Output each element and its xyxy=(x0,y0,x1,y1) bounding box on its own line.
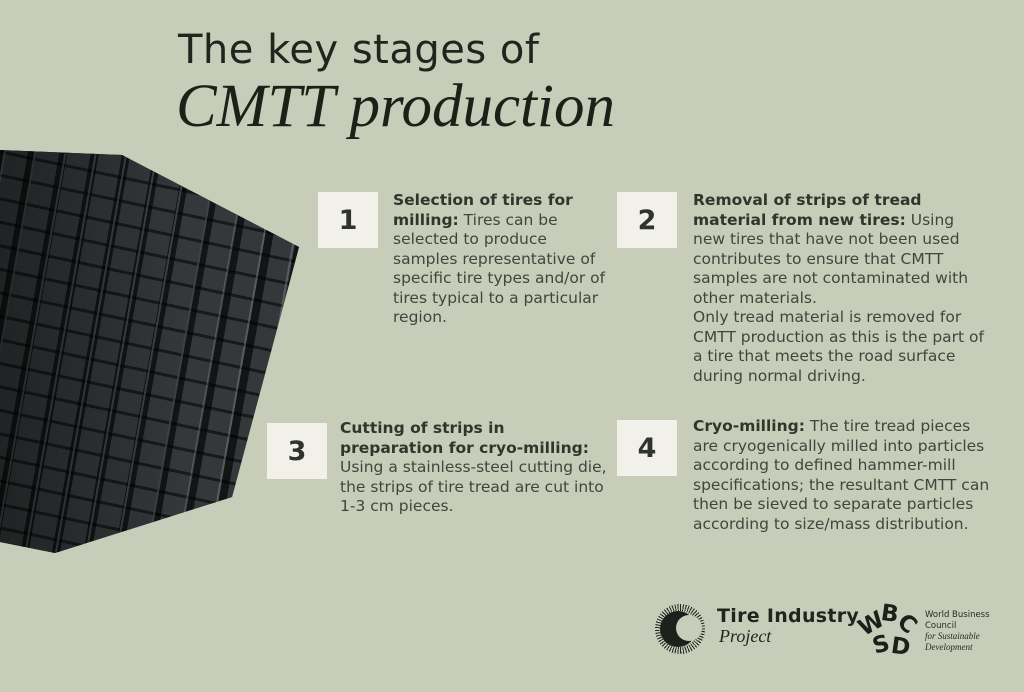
stage-1-number: 1 xyxy=(338,204,358,236)
stage-4-heading: Cryo-milling: xyxy=(693,417,805,435)
tire-industry-project-wordmark: Tire Industry Project xyxy=(717,606,859,646)
tip-name: Tire Industry xyxy=(717,605,860,627)
stage-3-text: Cutting of strips in preparation for cry… xyxy=(340,419,612,517)
stage-4-text: Cryo-milling: The tire tread pieces are … xyxy=(693,417,998,534)
title-line-sans: The key stages of xyxy=(178,27,540,73)
stage-1-text: Selection of tires for milling: Tires ca… xyxy=(393,191,608,328)
stage-3-number: 3 xyxy=(287,435,307,467)
page-title: The key stages of CMTT production xyxy=(176,26,615,140)
stage-2-number-box: 2 xyxy=(617,192,677,248)
crescent-cutout xyxy=(676,615,702,641)
wbcsd-line1: World Business xyxy=(925,610,990,620)
stage-2-text: Removal of strips of tread material from… xyxy=(693,191,991,386)
stage-1-heading: Selection of tires for milling: xyxy=(393,191,573,229)
wbcsd-line3: for Sustainable xyxy=(925,631,980,641)
wbcsd-line4: Development xyxy=(925,641,973,652)
stage-4-body: The tire tread pieces are cryogenically … xyxy=(693,417,990,533)
stage-3-heading: Cutting of strips in preparation for cry… xyxy=(340,419,589,457)
wbcsd-letter: D xyxy=(889,632,912,662)
stage-1-number-box: 1 xyxy=(318,192,378,248)
stage-2-number: 2 xyxy=(637,204,657,236)
tip-subname: Project xyxy=(719,626,772,646)
stage-4-number-box: 4 xyxy=(617,420,677,476)
stage-3-body: Using a stainless-steel cutting die, the… xyxy=(340,458,607,515)
stage-3-number-box: 3 xyxy=(267,423,327,479)
wbcsd-line2: Council xyxy=(925,620,957,631)
stage-4-number: 4 xyxy=(637,432,657,464)
wbcsd-wordmark: World Business Council for Sustainable D… xyxy=(925,610,990,652)
stage-2-body: Using new tires that have not been used … xyxy=(693,210,984,385)
title-line-serif: CMTT production xyxy=(176,73,615,140)
stage-1-body: Tires can be selected to produce samples… xyxy=(393,210,606,327)
sunburst-crescent-icon xyxy=(655,604,705,654)
stage-2-heading: Removal of strips of tread material from… xyxy=(693,191,922,229)
wbcsd-circular-letters-icon: W B C S D xyxy=(854,600,922,662)
